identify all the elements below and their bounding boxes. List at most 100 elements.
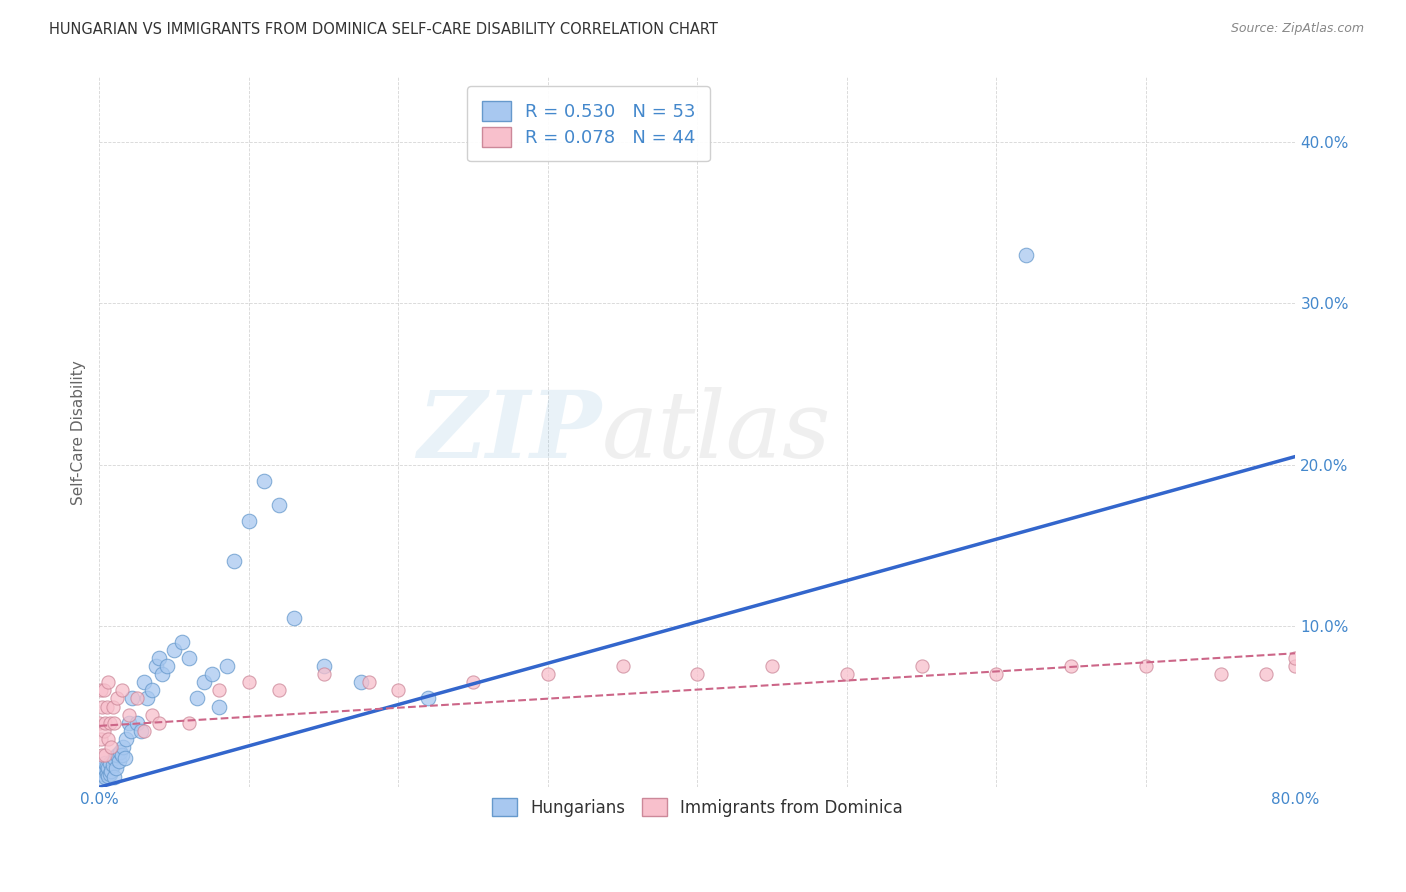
Point xyxy=(101,699,124,714)
Point xyxy=(125,691,148,706)
Point xyxy=(145,659,167,673)
Point xyxy=(94,771,117,785)
Point xyxy=(114,751,136,765)
Point xyxy=(1254,667,1277,681)
Point xyxy=(91,699,114,714)
Point xyxy=(93,764,115,778)
Point xyxy=(208,683,231,698)
Point xyxy=(312,659,335,673)
Text: Source: ZipAtlas.com: Source: ZipAtlas.com xyxy=(1230,22,1364,36)
Point xyxy=(612,659,634,673)
Point xyxy=(96,765,118,780)
Point xyxy=(125,715,148,730)
Point xyxy=(179,651,201,665)
Point xyxy=(1135,659,1157,673)
Point xyxy=(112,739,135,754)
Point xyxy=(120,723,142,738)
Point xyxy=(179,715,201,730)
Point xyxy=(103,751,125,765)
Point xyxy=(111,747,134,762)
Point xyxy=(93,723,115,738)
Point xyxy=(208,699,231,714)
Point xyxy=(94,747,117,762)
Point xyxy=(90,772,112,786)
Point xyxy=(238,675,260,690)
Point xyxy=(105,747,128,762)
Point xyxy=(148,651,170,665)
Point xyxy=(1284,659,1306,673)
Point xyxy=(141,707,163,722)
Point xyxy=(105,691,128,706)
Point xyxy=(150,667,173,681)
Text: ZIP: ZIP xyxy=(418,387,602,477)
Point xyxy=(193,675,215,690)
Point xyxy=(91,747,114,762)
Point xyxy=(97,761,120,775)
Point xyxy=(103,715,125,730)
Point xyxy=(238,514,260,528)
Legend: Hungarians, Immigrants from Dominica: Hungarians, Immigrants from Dominica xyxy=(484,790,911,825)
Point xyxy=(97,731,120,746)
Point xyxy=(97,769,120,783)
Point xyxy=(835,667,858,681)
Point xyxy=(98,756,121,770)
Point xyxy=(104,761,127,775)
Point xyxy=(90,731,112,746)
Point xyxy=(357,675,380,690)
Point xyxy=(686,667,709,681)
Point xyxy=(911,659,934,673)
Point xyxy=(108,755,131,769)
Point xyxy=(148,715,170,730)
Point xyxy=(121,691,143,706)
Text: HUNGARIAN VS IMMIGRANTS FROM DOMINICA SELF-CARE DISABILITY CORRELATION CHART: HUNGARIAN VS IMMIGRANTS FROM DOMINICA SE… xyxy=(49,22,718,37)
Point xyxy=(283,611,305,625)
Point xyxy=(986,667,1008,681)
Point xyxy=(94,756,117,770)
Point xyxy=(134,723,156,738)
Point xyxy=(761,659,783,673)
Point xyxy=(136,691,159,706)
Point xyxy=(537,667,560,681)
Point xyxy=(1060,659,1083,673)
Point xyxy=(115,731,138,746)
Point xyxy=(418,691,440,706)
Point xyxy=(200,667,222,681)
Point xyxy=(98,715,121,730)
Point xyxy=(312,667,335,681)
Point xyxy=(94,715,117,730)
Point xyxy=(267,683,290,698)
Point xyxy=(129,723,152,738)
Point xyxy=(100,739,122,754)
Point xyxy=(100,764,122,778)
Y-axis label: Self-Care Disability: Self-Care Disability xyxy=(72,360,86,505)
Point xyxy=(215,659,238,673)
Point xyxy=(134,675,156,690)
Point xyxy=(111,683,134,698)
Point xyxy=(93,761,115,775)
Point xyxy=(1284,651,1306,665)
Point xyxy=(110,745,132,759)
Point xyxy=(222,554,245,568)
Point xyxy=(96,759,118,773)
Point xyxy=(387,683,409,698)
Point xyxy=(163,643,186,657)
Point xyxy=(1209,667,1232,681)
Point xyxy=(1015,248,1038,262)
Point xyxy=(98,767,121,781)
Point xyxy=(463,675,485,690)
Point xyxy=(118,707,141,722)
Point xyxy=(141,683,163,698)
Point xyxy=(93,683,115,698)
Point xyxy=(170,635,193,649)
Point xyxy=(101,757,124,772)
Point xyxy=(91,767,114,781)
Point xyxy=(96,699,118,714)
Point xyxy=(89,715,111,730)
Point xyxy=(103,771,125,785)
Point xyxy=(186,691,208,706)
Point xyxy=(118,715,141,730)
Point xyxy=(267,498,290,512)
Point xyxy=(156,659,179,673)
Point xyxy=(97,675,120,690)
Point xyxy=(90,683,112,698)
